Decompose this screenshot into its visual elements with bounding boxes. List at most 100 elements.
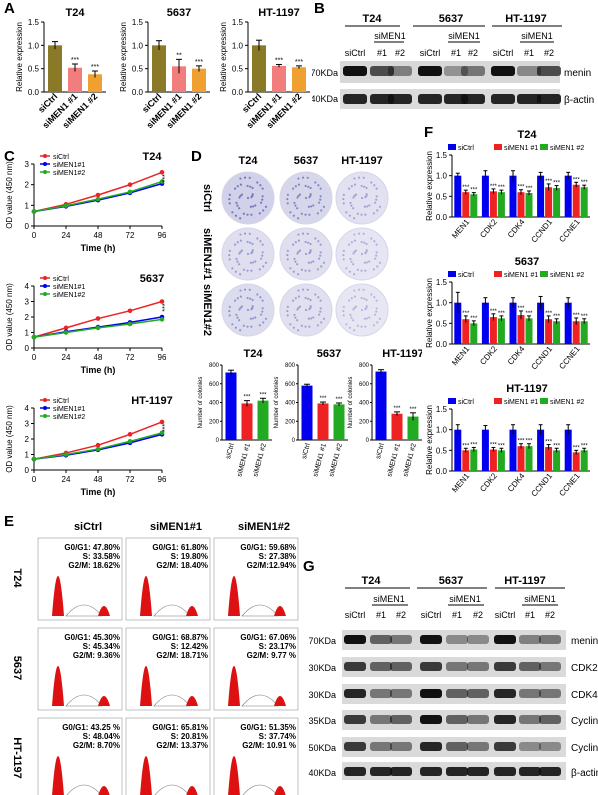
bar (470, 194, 478, 217)
data-point (31, 334, 37, 340)
blot-g-cycd1: Cyclin D1 (571, 716, 598, 727)
colony-dot (307, 185, 310, 188)
blot-b-sictrl-3: siCtrl (493, 48, 514, 58)
bar (553, 450, 561, 471)
blot-g-kda50: 50KDa (308, 743, 336, 753)
band (539, 715, 561, 724)
band-actin (418, 94, 442, 104)
band (390, 767, 412, 776)
y-tick-label: 600 (209, 382, 220, 388)
band (519, 715, 541, 724)
category-label: CCNE1 (557, 217, 582, 244)
band (539, 662, 561, 671)
chart-title: T24 (66, 7, 86, 19)
colony-dot (314, 293, 317, 296)
colony-dot (236, 241, 239, 244)
colony-dot (364, 325, 367, 328)
colony-dot (297, 183, 301, 186)
bar (481, 175, 489, 217)
blot-g-kda30b: 30KDa (308, 690, 336, 700)
colony-dot (322, 261, 326, 264)
band-actin (461, 94, 485, 104)
blot-g-cdk4: CDK4 (571, 690, 598, 701)
colony-dot (353, 233, 356, 236)
x-tick-label: 72 (126, 353, 135, 362)
colony-dot (320, 265, 323, 268)
category-label: CDK2 (478, 344, 499, 367)
significance-label: *** (517, 185, 525, 191)
band (370, 715, 392, 724)
colony-dot (309, 242, 312, 246)
colony-dot (312, 316, 315, 319)
colony-dot (353, 289, 356, 292)
y-tick-label: 400 (285, 401, 296, 407)
x-tick-label: 96 (158, 353, 167, 362)
phase-percentage: S: 12.42% (171, 642, 208, 651)
colony-dot (364, 308, 367, 311)
y-tick-label: 1.0 (436, 172, 448, 181)
significance-label: *** (195, 59, 203, 66)
colony-dot (262, 265, 265, 268)
bar (580, 321, 588, 344)
blot-g-ht1197: HT-1197 (504, 575, 546, 587)
colony-dot (373, 296, 376, 299)
y-tick-label: 1.5 (436, 278, 448, 287)
phase-percentage: G2/M: 18.40% (156, 561, 208, 570)
colony-dot (354, 249, 358, 252)
colony-dot (304, 184, 307, 188)
data-point (159, 179, 165, 184)
colony-dot (251, 186, 254, 190)
band (420, 767, 442, 776)
blot-b-h2-2: #2 (468, 48, 478, 58)
blot-g-simen1-2: siMEN1 (449, 594, 481, 604)
colony-dot (236, 260, 239, 263)
colony-dot (250, 269, 253, 272)
colony-dot (375, 254, 378, 257)
legend-label: siCtrl (53, 154, 69, 161)
significance-label: *** (553, 443, 561, 449)
colony-dot (259, 184, 262, 187)
colony-dot (306, 288, 309, 291)
band (446, 767, 468, 776)
colony-dot (345, 211, 348, 214)
colony-dot (364, 196, 367, 199)
colony-dot (261, 310, 264, 313)
bar (564, 302, 572, 344)
y-tick-label: 1.5 (28, 18, 40, 27)
significance-label: *** (573, 177, 581, 183)
column-label: 5637 (294, 155, 318, 167)
band (390, 689, 412, 698)
colony-dot (246, 308, 250, 312)
colony-dot (309, 250, 312, 253)
y-tick-label: 0.0 (436, 213, 448, 222)
colony-dot (375, 307, 378, 310)
blot-b-simen1-3: siMEN1 (521, 31, 553, 41)
colony-dot (231, 211, 234, 214)
colony-dot (309, 317, 313, 320)
colony-dot (360, 325, 363, 328)
colony-dot (261, 251, 264, 254)
significance-label: *** (259, 392, 267, 398)
colony-dot (249, 297, 252, 300)
colony-dot (365, 194, 368, 197)
blot-b-t24: T24 (363, 13, 383, 25)
phase-percentage: S: 19.80% (171, 552, 208, 561)
colony-dot (376, 321, 379, 324)
colony-dot (291, 243, 295, 246)
colony-dot (251, 298, 254, 302)
bar (454, 429, 462, 471)
y-axis-label: Relative expression (425, 405, 434, 475)
colony-dot (228, 249, 231, 252)
colony-dot (357, 232, 361, 235)
colony-dot (365, 298, 368, 302)
significance-label: *** (525, 311, 533, 317)
bar (525, 193, 533, 217)
colony-dot (243, 176, 247, 179)
colony-dot (374, 313, 377, 316)
colony-dot (256, 237, 259, 240)
x-tick-label: 0 (32, 353, 37, 362)
legend-marker (43, 406, 47, 410)
colony-dot (228, 305, 231, 308)
colony-dot (261, 195, 264, 198)
data-point (63, 330, 69, 335)
